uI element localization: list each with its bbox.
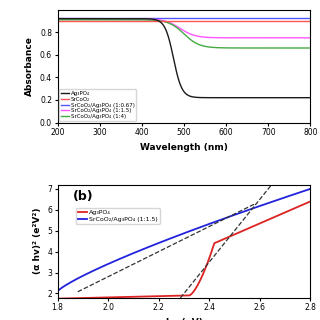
- SrCoO₂/Ag₃PO₄ (1:1.5): [257, 204, 261, 208]
- SrCoO₂/Ag₃PO₄ (1:4): [167, 21, 171, 25]
- SrCoO₂/Ag₃PO₄ (1:1.5): [167, 20, 171, 24]
- Ag₃PO₄: [56, 17, 60, 20]
- SrCoO₂: [229, 19, 233, 23]
- SrCoO₂/Ag₃PO₄ (1:4): [257, 46, 261, 50]
- SrCoO₂: [167, 19, 171, 23]
- SrCoO₂: [56, 19, 60, 23]
- SrCoO₂/Ag₃PO₄ (1:0.67): [56, 16, 60, 20]
- SrCoO₂/Ag₃PO₄ (1:1.5): [82, 274, 85, 277]
- SrCoO₂/Ag₃PO₄ (1:1.5): [167, 237, 171, 241]
- SrCoO₂/Ag₃PO₄ (1:4): [308, 46, 312, 50]
- Ag₃PO₄: [82, 296, 85, 300]
- SrCoO₂/Ag₃PO₄ (1:1.5): [253, 206, 257, 210]
- Ag₃PO₄: [253, 224, 257, 228]
- Ag₃PO₄: [158, 20, 162, 24]
- SrCoO₂/Ag₃PO₄ (1:0.67): [257, 16, 261, 20]
- Legend: Ag₃PO₄, SrCoO₂/Ag₃PO₄ (1:1.5): Ag₃PO₄, SrCoO₂/Ag₃PO₄ (1:1.5): [76, 208, 160, 224]
- SrCoO₂/Ag₃PO₄ (1:1.5): [229, 214, 233, 218]
- Y-axis label: Absorbance: Absorbance: [25, 36, 34, 96]
- SrCoO₂/Ag₃PO₄ (1:4): [253, 46, 257, 50]
- SrCoO₂/Ag₃PO₄ (1:0.67): [308, 16, 312, 20]
- SrCoO₂: [158, 19, 162, 23]
- SrCoO₂/Ag₃PO₄ (1:4): [56, 18, 60, 22]
- Ag₃PO₄: [257, 96, 261, 100]
- Line: SrCoO₂/Ag₃PO₄ (1:1.5): SrCoO₂/Ag₃PO₄ (1:1.5): [58, 189, 310, 291]
- SrCoO₂: [253, 19, 257, 23]
- Y-axis label: (α hv)² (e²V²): (α hv)² (e²V²): [33, 208, 42, 274]
- X-axis label: Wavelength (nm): Wavelength (nm): [140, 143, 228, 152]
- Line: Ag₃PO₄: Ag₃PO₄: [58, 201, 310, 299]
- SrCoO₂/Ag₃PO₄ (1:4): [82, 18, 85, 22]
- Ag₃PO₄: [167, 37, 171, 41]
- SrCoO₂/Ag₃PO₄ (1:1.5): [257, 36, 261, 40]
- Ag₃PO₄: [229, 234, 233, 238]
- SrCoO₂/Ag₃PO₄ (1:0.67): [167, 16, 171, 20]
- SrCoO₂/Ag₃PO₄ (1:1.5): [253, 36, 257, 40]
- SrCoO₂/Ag₃PO₄ (1:1.5): [82, 17, 85, 20]
- Ag₃PO₄: [253, 96, 257, 100]
- SrCoO₂/Ag₃PO₄ (1:4): [158, 19, 162, 23]
- Line: Ag₃PO₄: Ag₃PO₄: [58, 19, 310, 98]
- SrCoO₂/Ag₃PO₄ (1:1.5): [158, 18, 162, 22]
- SrCoO₂/Ag₃PO₄ (1:0.67): [158, 16, 162, 20]
- SrCoO₂/Ag₃PO₄ (1:1.5): [308, 36, 312, 40]
- Ag₃PO₄: [257, 222, 261, 226]
- Ag₃PO₄: [82, 17, 85, 20]
- SrCoO₂/Ag₃PO₄ (1:0.67): [82, 16, 85, 20]
- SrCoO₂: [82, 19, 85, 23]
- Ag₃PO₄: [56, 297, 60, 300]
- SrCoO₂/Ag₃PO₄ (1:0.67): [253, 16, 257, 20]
- SrCoO₂/Ag₃PO₄ (1:1.5): [158, 241, 162, 244]
- SrCoO₂: [308, 19, 312, 23]
- SrCoO₂/Ag₃PO₄ (1:1.5): [308, 187, 312, 191]
- Legend: Ag₃PO₄, SrCoO₂, SrCoO₂/Ag₃PO₄ (1:0.67), SrCoO₂/Ag₃PO₄ (1:1.5), SrCoO₂/Ag₃PO₄ (1:: Ag₃PO₄, SrCoO₂, SrCoO₂/Ag₃PO₄ (1:0.67), …: [59, 89, 136, 121]
- SrCoO₂/Ag₃PO₄ (1:0.67): [229, 16, 233, 20]
- Line: SrCoO₂/Ag₃PO₄ (1:1.5): SrCoO₂/Ag₃PO₄ (1:1.5): [58, 19, 310, 38]
- SrCoO₂: [257, 19, 261, 23]
- Ag₃PO₄: [308, 199, 312, 203]
- Ag₃PO₄: [158, 294, 162, 298]
- Ag₃PO₄: [167, 294, 171, 298]
- Text: (b): (b): [73, 190, 93, 203]
- Line: SrCoO₂/Ag₃PO₄ (1:4): SrCoO₂/Ag₃PO₄ (1:4): [58, 20, 310, 48]
- SrCoO₂/Ag₃PO₄ (1:1.5): [56, 289, 60, 293]
- SrCoO₂/Ag₃PO₄ (1:4): [229, 46, 233, 50]
- Ag₃PO₄: [308, 96, 312, 100]
- SrCoO₂/Ag₃PO₄ (1:1.5): [229, 36, 233, 40]
- SrCoO₂/Ag₃PO₄ (1:1.5): [56, 17, 60, 20]
- X-axis label: hv (eV): hv (eV): [165, 318, 203, 320]
- Ag₃PO₄: [229, 96, 233, 100]
